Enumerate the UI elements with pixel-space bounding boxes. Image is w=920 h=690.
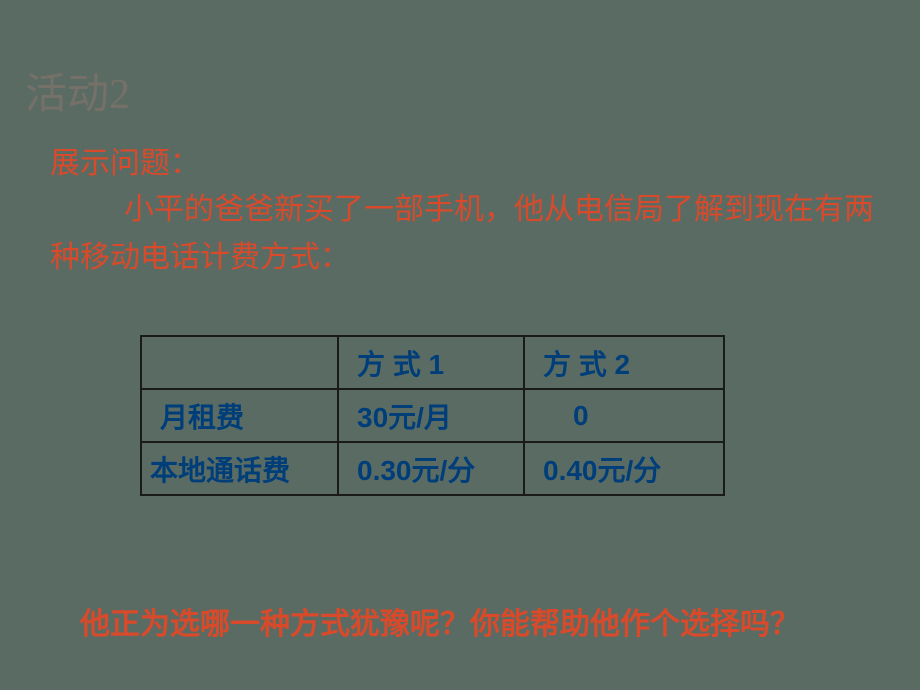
pricing-table-container: 方 式 1 方 式 2 月租费 30元/月 0 本地通话费 0.30元/分 0.… xyxy=(140,335,725,496)
row-plan1-value: 30元/月 xyxy=(338,389,524,442)
row-label: 本地通话费 xyxy=(141,442,338,495)
header-empty-cell xyxy=(141,336,338,389)
paragraph-text: 小平的爸爸新买了一部手机，他从电信局了解到现在有两种移动电话计费方式： xyxy=(50,193,874,274)
slide-title: 活动2 xyxy=(25,60,130,121)
row-plan2-value: 0.40元/分 xyxy=(524,442,724,495)
header-plan2: 方 式 2 xyxy=(524,336,724,389)
row-label: 月租费 xyxy=(141,389,338,442)
pricing-table: 方 式 1 方 式 2 月租费 30元/月 0 本地通话费 0.30元/分 0.… xyxy=(140,335,725,496)
table-row: 本地通话费 0.30元/分 0.40元/分 xyxy=(141,442,724,495)
bottom-question: 他正为选哪一种方式犹豫呢？你能帮助他作个选择吗？ xyxy=(30,598,890,652)
row-plan1-value: 0.30元/分 xyxy=(338,442,524,495)
table-row: 月租费 30元/月 0 xyxy=(141,389,724,442)
problem-paragraph: 小平的爸爸新买了一部手机，他从电信局了解到现在有两种移动电话计费方式： xyxy=(50,186,890,282)
header-plan1: 方 式 1 xyxy=(338,336,524,389)
question-text: 他正为选哪一种方式犹豫呢？你能帮助他作个选择吗？ xyxy=(80,608,800,641)
table-header-row: 方 式 1 方 式 2 xyxy=(141,336,724,389)
subtitle: 展示问题： xyxy=(50,138,200,182)
row-plan2-value: 0 xyxy=(524,389,724,442)
